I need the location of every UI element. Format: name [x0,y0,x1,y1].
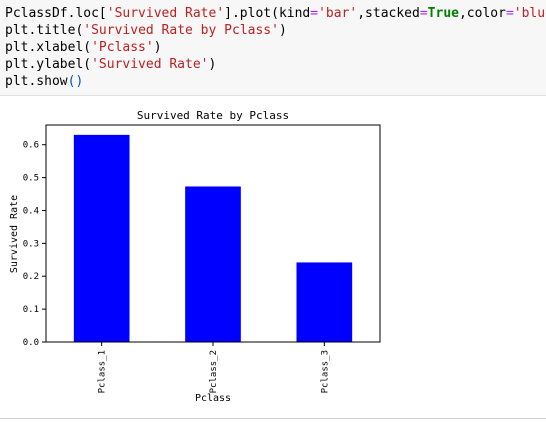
code-line-4: plt.ylabel('Survived Rate') [5,57,216,72]
y-tick-label: 0.1 [23,305,39,315]
code-token: ) [208,57,217,72]
code-token: ) [153,40,162,55]
code-operator: = [419,6,428,21]
code-cell[interactable]: PclassDf.loc['Survived Rate'].plot(kind=… [0,0,546,96]
code-string: 'Survived Rate by Pclass' [83,23,279,38]
x-tick-label: Pclass_2 [209,350,219,393]
bar-pclass-3 [296,262,353,342]
code-string: 'Pclass' [91,40,154,55]
code-operator: = [505,6,514,21]
y-tick-label: 0.2 [23,272,39,282]
code-token: plt.ylabel( [5,57,92,72]
y-axis: 0.0 0.1 0.2 0.3 0.4 0.5 0.6 [23,141,46,348]
x-tick-label: Pclass_3 [320,350,330,393]
y-tick-label: 0.4 [23,206,39,216]
code-line-3: plt.xlabel('Pclass') [5,40,162,55]
code-string: 'Survived Rate' [91,57,209,72]
code-token: ,color [458,6,506,21]
y-tick-label: 0.0 [23,338,39,348]
code-line-2: plt.title('Survived Rate by Pclass') [5,23,287,38]
code-line-5: plt.show() [5,74,83,89]
code-token: plt.show [5,74,68,89]
code-token: ,stacked [357,6,420,21]
y-tick-label: 0.6 [23,141,39,151]
bar-pclass-2 [185,186,241,342]
code-paren: () [67,74,84,89]
x-axis: Pclass_1 Pclass_2 Pclass_3 [98,342,330,393]
code-token: ].plot(kind [224,6,311,21]
cell-divider [0,418,546,419]
code-keyword: True [427,6,459,21]
bars [73,134,353,342]
y-tick-label: 0.5 [23,174,39,184]
code-string: 'blue' [513,6,546,21]
code-token: plt.xlabel( [5,40,92,55]
code-string: 'bar' [318,6,358,21]
output-area: Survived Rate by Pclass 0.0 0.1 0.2 0.3 0.4 0… [0,97,546,419]
x-tick-label: Pclass_1 [98,350,108,393]
code-operator: = [310,6,319,21]
code-line-1: PclassDf.loc['Survived Rate'].plot(kind=… [5,6,546,21]
x-axis-label: Pclass [195,393,231,404]
y-tick-label: 0.3 [23,239,39,249]
y-axis-label: Survived Rate [9,195,20,273]
bar-chart: Survived Rate by Pclass 0.00.10.20.30.40… [9,109,381,404]
chart-title: Survived Rate by Pclass [137,109,289,122]
plot-frame [45,124,381,343]
code-string: 'Survived Rate' [106,6,225,21]
code-token: plt.title( [5,23,84,38]
bar-pclass-1 [73,134,130,342]
code-token: ) [278,23,287,38]
code-token: PclassDf.loc[ [5,6,107,21]
